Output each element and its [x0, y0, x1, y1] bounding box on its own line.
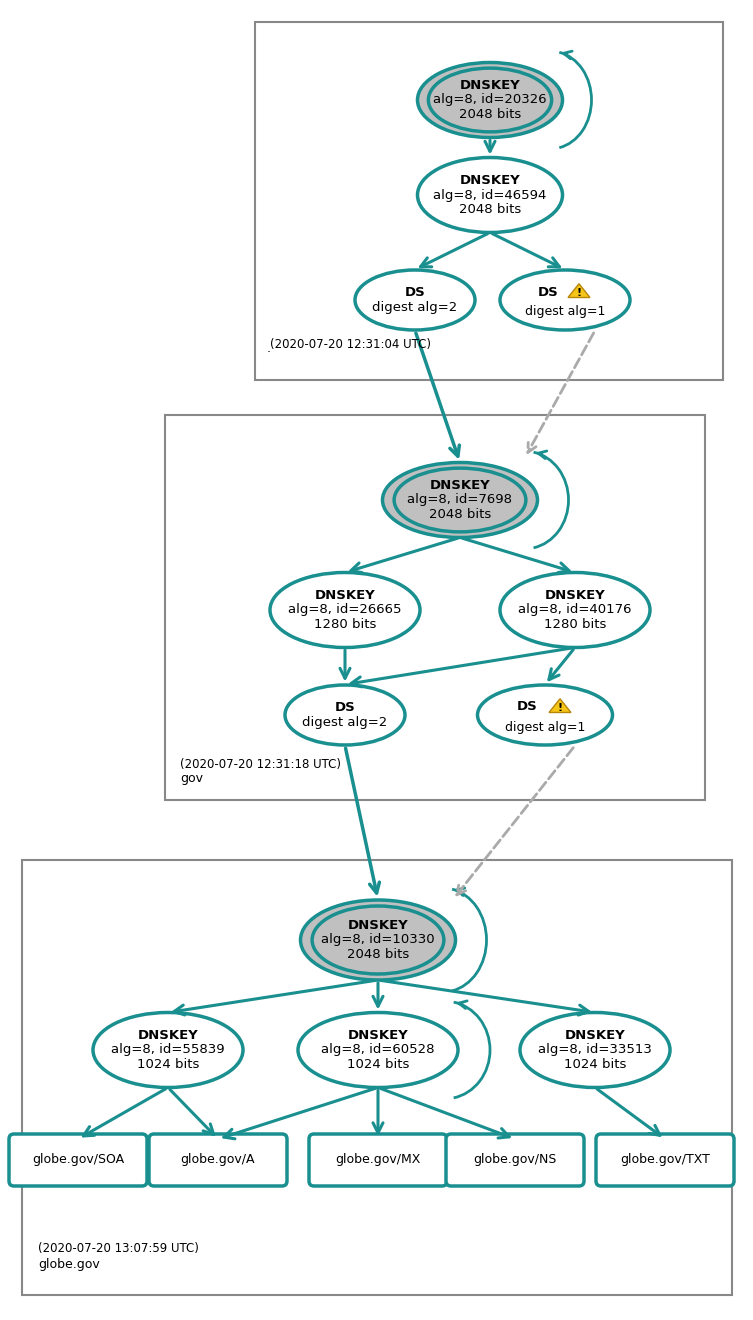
Text: (2020-07-20 13:07:59 UTC): (2020-07-20 13:07:59 UTC)	[38, 1242, 199, 1255]
Text: DS: DS	[538, 285, 559, 298]
Text: gov: gov	[180, 772, 203, 785]
Text: DNSKEY: DNSKEY	[138, 1028, 198, 1041]
Bar	[22, 861, 732, 1295]
Ellipse shape	[270, 573, 420, 648]
Text: alg=8, id=40176: alg=8, id=40176	[518, 603, 632, 616]
Text: !: !	[577, 288, 581, 297]
Text: DS: DS	[517, 701, 538, 714]
Ellipse shape	[477, 685, 612, 744]
Text: 1280 bits: 1280 bits	[544, 618, 606, 631]
Ellipse shape	[520, 1012, 670, 1088]
Text: globe.gov: globe.gov	[38, 1258, 99, 1271]
Text: 2048 bits: 2048 bits	[347, 948, 409, 961]
FancyBboxPatch shape	[309, 1134, 447, 1185]
Text: digest alg=2: digest alg=2	[373, 301, 458, 314]
Text: digest alg=2: digest alg=2	[303, 715, 388, 729]
Ellipse shape	[500, 271, 630, 330]
Text: 2048 bits: 2048 bits	[429, 508, 491, 521]
Text: DNSKEY: DNSKEY	[315, 589, 376, 602]
Polygon shape	[568, 284, 590, 297]
Text: 1024 bits: 1024 bits	[137, 1059, 200, 1072]
Text: DS: DS	[404, 286, 425, 300]
Text: alg=8, id=46594: alg=8, id=46594	[433, 189, 547, 202]
FancyBboxPatch shape	[596, 1134, 734, 1185]
Ellipse shape	[300, 900, 456, 979]
Text: .: .	[267, 342, 271, 355]
Text: DNSKEY: DNSKEY	[565, 1028, 626, 1041]
Text: globe.gov/TXT: globe.gov/TXT	[620, 1154, 710, 1167]
Ellipse shape	[285, 685, 405, 744]
Text: DNSKEY: DNSKEY	[348, 919, 408, 932]
Text: globe.gov/A: globe.gov/A	[181, 1154, 255, 1167]
Ellipse shape	[383, 462, 538, 537]
Text: alg=8, id=55839: alg=8, id=55839	[111, 1044, 225, 1056]
Text: (2020-07-20 12:31:18 UTC): (2020-07-20 12:31:18 UTC)	[180, 758, 341, 771]
Text: alg=8, id=20326: alg=8, id=20326	[433, 94, 547, 107]
Text: globe.gov/SOA: globe.gov/SOA	[32, 1154, 124, 1167]
Text: !: !	[557, 702, 562, 713]
Text: alg=8, id=26665: alg=8, id=26665	[288, 603, 402, 616]
Bar	[165, 414, 705, 800]
Text: 2048 bits: 2048 bits	[459, 203, 521, 216]
Text: DNSKEY: DNSKEY	[459, 79, 520, 92]
Text: alg=8, id=7698: alg=8, id=7698	[407, 494, 513, 507]
Text: globe.gov/NS: globe.gov/NS	[474, 1154, 556, 1167]
Text: DNSKEY: DNSKEY	[459, 174, 520, 186]
Text: 1280 bits: 1280 bits	[314, 618, 376, 631]
Text: globe.gov/MX: globe.gov/MX	[335, 1154, 421, 1167]
Ellipse shape	[93, 1012, 243, 1088]
Text: digest alg=1: digest alg=1	[505, 721, 585, 734]
FancyBboxPatch shape	[149, 1134, 287, 1185]
Text: 2048 bits: 2048 bits	[459, 108, 521, 121]
Text: alg=8, id=33513: alg=8, id=33513	[538, 1044, 652, 1056]
Text: DNSKEY: DNSKEY	[348, 1028, 408, 1041]
Ellipse shape	[355, 271, 475, 330]
Text: DNSKEY: DNSKEY	[430, 479, 490, 492]
Polygon shape	[549, 698, 571, 713]
Ellipse shape	[417, 157, 562, 232]
Bar	[255, 22, 723, 380]
Ellipse shape	[417, 62, 562, 137]
Text: (2020-07-20 12:31:04 UTC): (2020-07-20 12:31:04 UTC)	[270, 338, 431, 351]
Text: digest alg=1: digest alg=1	[525, 305, 605, 318]
FancyBboxPatch shape	[446, 1134, 584, 1185]
Text: alg=8, id=60528: alg=8, id=60528	[322, 1044, 434, 1056]
Ellipse shape	[298, 1012, 458, 1088]
Text: 1024 bits: 1024 bits	[564, 1059, 626, 1072]
Text: DNSKEY: DNSKEY	[544, 589, 605, 602]
Text: alg=8, id=10330: alg=8, id=10330	[322, 933, 434, 946]
FancyBboxPatch shape	[9, 1134, 147, 1185]
Ellipse shape	[500, 573, 650, 648]
Text: DS: DS	[334, 701, 355, 714]
Text: 1024 bits: 1024 bits	[347, 1059, 409, 1072]
